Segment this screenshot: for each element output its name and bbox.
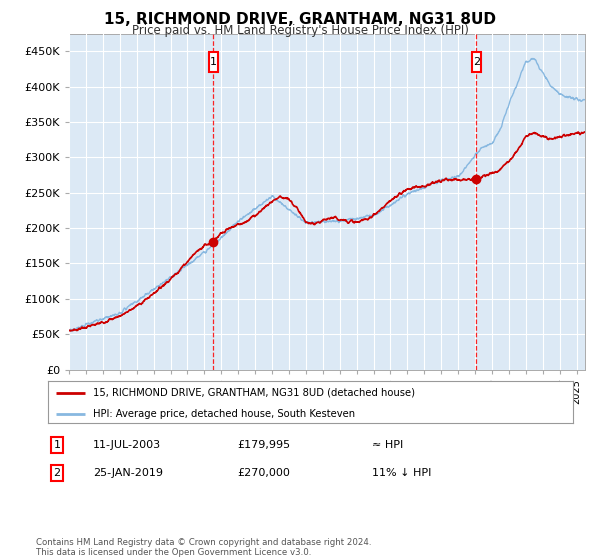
Text: Contains HM Land Registry data © Crown copyright and database right 2024.
This d: Contains HM Land Registry data © Crown c… — [36, 538, 371, 557]
Text: 15, RICHMOND DRIVE, GRANTHAM, NG31 8UD: 15, RICHMOND DRIVE, GRANTHAM, NG31 8UD — [104, 12, 496, 27]
Text: 15, RICHMOND DRIVE, GRANTHAM, NG31 8UD (detached house): 15, RICHMOND DRIVE, GRANTHAM, NG31 8UD (… — [92, 388, 415, 398]
Text: 1: 1 — [210, 57, 217, 67]
FancyBboxPatch shape — [209, 52, 218, 72]
Text: HPI: Average price, detached house, South Kesteven: HPI: Average price, detached house, Sout… — [92, 409, 355, 418]
Text: 1: 1 — [53, 440, 61, 450]
Text: 2: 2 — [53, 468, 61, 478]
Text: £179,995: £179,995 — [237, 440, 290, 450]
Text: Price paid vs. HM Land Registry's House Price Index (HPI): Price paid vs. HM Land Registry's House … — [131, 24, 469, 37]
Text: 11-JUL-2003: 11-JUL-2003 — [93, 440, 161, 450]
Text: 2: 2 — [473, 57, 480, 67]
Text: 25-JAN-2019: 25-JAN-2019 — [93, 468, 163, 478]
FancyBboxPatch shape — [472, 52, 481, 72]
Text: £270,000: £270,000 — [237, 468, 290, 478]
Text: 11% ↓ HPI: 11% ↓ HPI — [372, 468, 431, 478]
Text: ≈ HPI: ≈ HPI — [372, 440, 403, 450]
